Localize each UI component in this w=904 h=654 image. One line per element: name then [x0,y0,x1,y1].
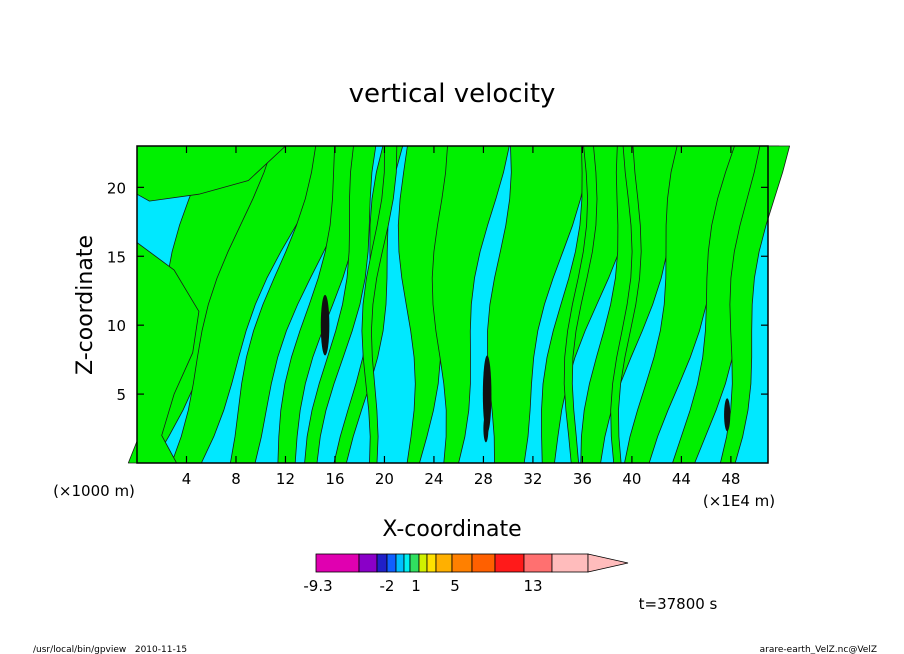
x-unit-note: (×1E4 m) [703,492,775,510]
colorbar-segment [435,553,453,573]
x-tick-label: 40 [622,470,641,488]
colorbar-segment [426,553,437,573]
x-tick-label: 12 [276,470,295,488]
y-axis-label: Z-coordinate [73,235,98,375]
colorbar-segment [523,553,553,573]
x-tick-label: 44 [672,470,691,488]
colorbar-segment [451,553,473,573]
x-tick-label: 4 [182,470,192,488]
colorbar: -9.3 -2 1 5 13 [303,553,629,595]
colorbar-segment [358,553,378,573]
colorbar-tick-label: 5 [450,577,460,595]
y-unit-note: (×1000 m) [53,482,135,500]
colorbar-segment [494,553,525,573]
colorbar-tick-label: 1 [411,577,421,595]
x-tick-label: 20 [375,470,394,488]
contour-band [720,145,790,464]
footer-left: /usr/local/bin/gpview 2010-11-15 [33,645,187,654]
y-tick-label: 10 [107,317,126,335]
chart-title: vertical velocity [349,79,556,109]
updraft-core [724,398,731,432]
x-tick-label: 36 [573,470,592,488]
colorbar-segment [418,553,428,573]
x-tick-label: 8 [231,470,241,488]
x-tick-label: 28 [474,470,493,488]
time-annotation: t=37800 s [639,595,718,613]
colorbar-segment [551,553,589,573]
colorbar-extend-arrow [587,553,629,573]
contour-band-left [136,241,200,464]
colorbar-segment [386,553,397,573]
colorbar-segment [315,553,360,573]
colorbar-segment [471,553,496,573]
colorbar-segment [403,553,411,573]
colorbar-tick-label: 13 [523,577,542,595]
footer-right: arare-earth_VelZ.nc@VelZ [760,645,877,654]
x-axis-label: X-coordinate [382,517,521,542]
colorbar-segment [409,553,420,573]
colorbar-tick-label: -2 [380,577,395,595]
updraft-core [483,414,489,443]
y-ticks: 5 10 15 20 [107,179,768,404]
plot-frame [136,145,769,464]
updraft-core [482,355,492,433]
colorbar-tick-label: -9.3 [303,577,332,595]
x-tick-label: 32 [523,470,542,488]
y-tick-label: 20 [107,179,126,197]
y-tick-label: 15 [107,248,126,266]
colorbar-segment [376,553,388,573]
x-ticks: 4 8 12 16 20 24 28 32 36 40 44 48 [182,146,740,488]
colorbar-segment [395,553,405,573]
strong-cores [320,294,731,443]
contour-bands [127,145,790,464]
x-tick-label: 48 [721,470,740,488]
y-tick-label: 5 [116,386,126,404]
updraft-core [320,294,330,356]
x-tick-label: 24 [424,470,443,488]
x-tick-label: 16 [325,470,344,488]
